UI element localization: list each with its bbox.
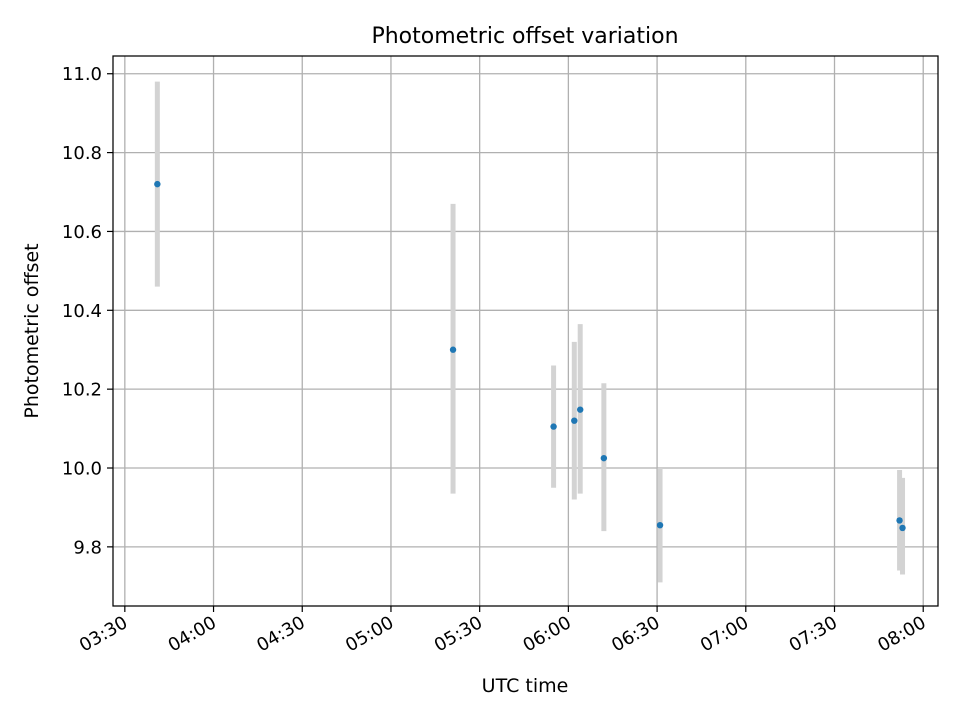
y-axis-ticks: 9.8 10.0 10.2 10.4 10.6 10.8 11.0 <box>62 64 113 558</box>
x-axis-label: UTC time <box>482 675 569 697</box>
y-tick-label: 10.0 <box>62 459 102 480</box>
data-point <box>154 180 161 188</box>
y-tick-label: 11.0 <box>62 64 102 85</box>
data-points <box>154 180 906 532</box>
grid-lines <box>113 56 938 606</box>
y-tick-label: 10.2 <box>62 380 102 401</box>
y-tick-label: 10.4 <box>62 301 102 322</box>
data-point <box>449 346 457 353</box>
data-point <box>571 417 578 424</box>
data-point <box>600 454 608 462</box>
y-axis-label: Photometric offset <box>21 243 43 418</box>
data-point <box>550 423 557 430</box>
plot-frame <box>112 55 939 607</box>
data-point <box>896 517 903 524</box>
data-point <box>899 524 906 532</box>
data-point <box>577 406 584 413</box>
y-tick-label: 10.8 <box>62 143 102 164</box>
y-tick-label: 9.8 <box>73 537 102 558</box>
chart-title: Photometric offset variation <box>371 24 678 49</box>
y-tick-label: 10.6 <box>62 222 102 243</box>
data-point <box>656 521 664 529</box>
